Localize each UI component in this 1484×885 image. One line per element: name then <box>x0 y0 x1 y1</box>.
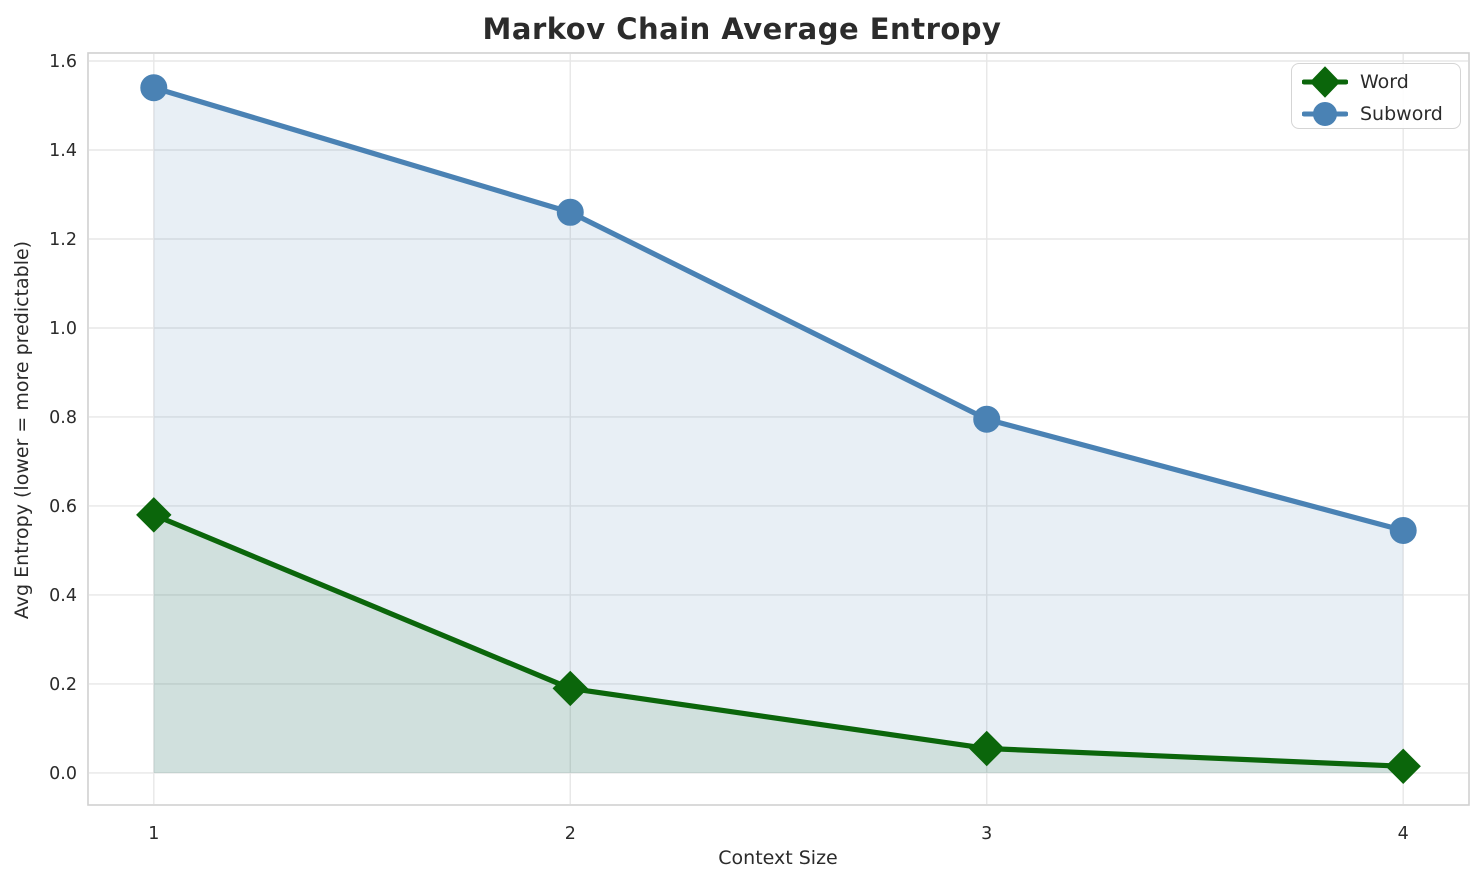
y-tick-label: 1.2 <box>49 230 77 250</box>
y-tick-label: 0.4 <box>49 586 77 606</box>
word-data-point <box>969 730 1005 767</box>
subword-data-point <box>140 74 168 102</box>
word-line <box>151 512 1406 769</box>
y-tick-label: 1.4 <box>49 141 77 161</box>
y-tick-label: 1.0 <box>49 319 77 339</box>
word-data-point <box>136 497 172 533</box>
legend-label-subword: Subword <box>1360 102 1443 125</box>
y-tick-label: 0.6 <box>49 497 77 517</box>
word-series-swatch-icon <box>1302 66 1348 98</box>
y-tick-label: 0.2 <box>49 675 77 695</box>
x-tick-label: 1 <box>148 824 159 844</box>
legend-item-word: Word <box>1302 66 1450 98</box>
x-tick-label: 3 <box>981 824 992 844</box>
y-tick-label: 1.6 <box>49 52 77 72</box>
legend: Word Subword <box>1291 63 1461 129</box>
subword-series-swatch-icon <box>1302 102 1348 126</box>
legend-label-word: Word <box>1360 70 1409 93</box>
word-area-fill <box>153 514 1404 773</box>
subword-line <box>151 85 1406 534</box>
x-axis-label: Context Size <box>718 847 838 869</box>
y-tick-label: 0.8 <box>49 408 77 428</box>
x-tick-label: 4 <box>1398 824 1409 844</box>
y-tick-label: 0.0 <box>49 764 77 784</box>
chart-title: Markov Chain Average Entropy <box>482 12 1002 46</box>
subword-data-point <box>1389 516 1417 544</box>
legend-item-subword: Subword <box>1302 98 1450 130</box>
subword-data-point <box>973 405 1001 433</box>
subword-area-fill <box>153 87 1404 773</box>
word-data-point <box>1385 748 1421 784</box>
word-data-point <box>552 670 588 707</box>
plot-border <box>87 52 1470 806</box>
y-axis-label: Avg Entropy (lower = more predictable) <box>11 240 33 620</box>
x-tick-label: 2 <box>565 824 576 844</box>
subword-data-point <box>556 198 584 226</box>
